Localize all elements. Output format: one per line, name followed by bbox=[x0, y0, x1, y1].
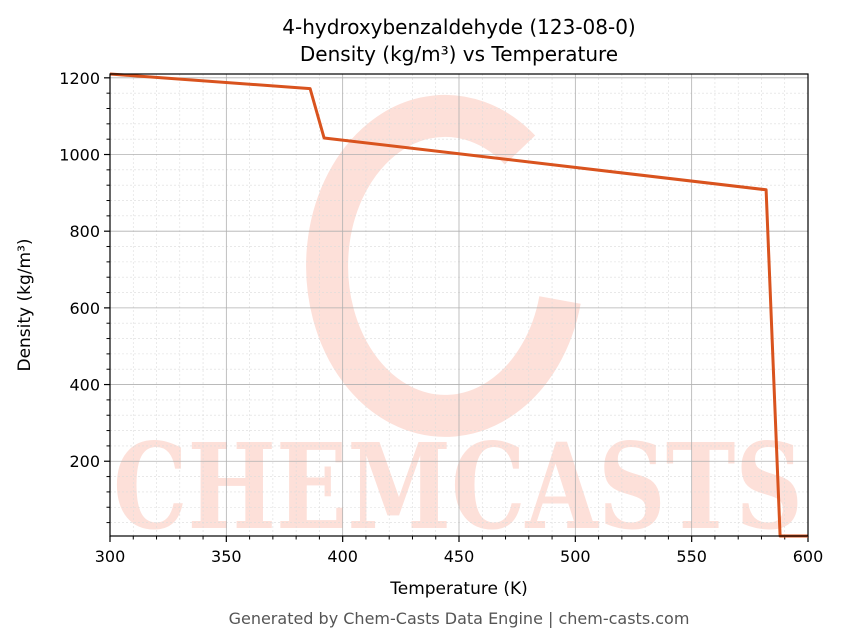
plot-frame bbox=[109, 73, 809, 537]
chart-title: 4-hydroxybenzaldehyde (123-08-0) bbox=[282, 15, 635, 39]
chart-subtitle: Density (kg/m³) vs Temperature bbox=[300, 42, 618, 66]
y-tick-label: 200 bbox=[69, 452, 100, 471]
y-tick-label: 400 bbox=[69, 376, 100, 395]
footer-credit: Generated by Chem-Casts Data Engine | ch… bbox=[229, 609, 690, 628]
y-tick-label: 1000 bbox=[59, 146, 100, 165]
x-axis-label: Temperature (K) bbox=[389, 579, 528, 599]
watermark-logo-icon bbox=[306, 94, 581, 437]
y-axis-ticks: 200 400 600 800 1000 1200 bbox=[59, 69, 110, 524]
x-tick-label: 450 bbox=[444, 547, 475, 566]
y-axis-label: Density (kg/m³) bbox=[15, 238, 35, 371]
x-tick-label: 600 bbox=[793, 547, 824, 566]
x-tick-label: 400 bbox=[327, 547, 358, 566]
watermark: CHEMCASTS bbox=[113, 94, 803, 556]
x-tick-label: 350 bbox=[211, 547, 242, 566]
x-axis-ticks: 300 350 400 450 500 550 600 bbox=[95, 536, 824, 566]
x-tick-label: 300 bbox=[95, 547, 126, 566]
watermark-text: CHEMCASTS bbox=[113, 417, 803, 556]
x-tick-label: 550 bbox=[676, 547, 707, 566]
x-tick-label: 500 bbox=[560, 547, 591, 566]
y-tick-label: 800 bbox=[69, 222, 100, 241]
y-tick-label: 600 bbox=[69, 299, 100, 318]
y-tick-label: 1200 bbox=[59, 69, 100, 88]
